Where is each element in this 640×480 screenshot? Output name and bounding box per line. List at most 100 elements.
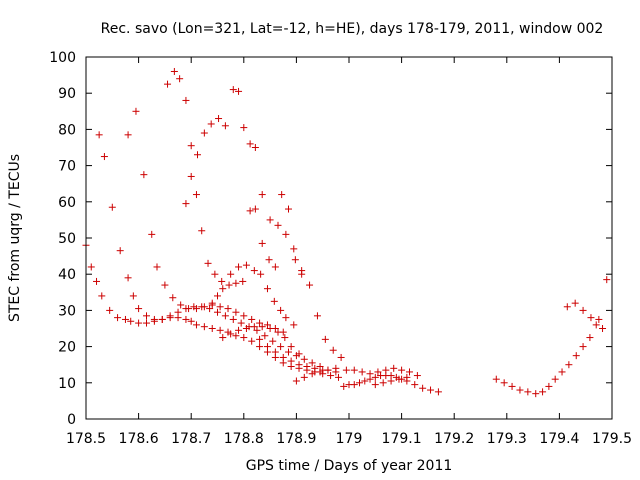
x-axis-label: GPS time / Days of year 2011 <box>246 458 453 474</box>
data-point <box>176 75 184 83</box>
data-point <box>329 346 337 354</box>
data-point <box>135 305 143 313</box>
data-point <box>253 326 261 334</box>
data-point <box>182 200 190 208</box>
data-point <box>300 355 308 363</box>
data-point <box>285 205 293 213</box>
data-point <box>221 122 229 130</box>
data-point <box>256 319 264 327</box>
data-point <box>239 277 247 285</box>
data-point <box>516 386 524 394</box>
y-tick-label: 70 <box>58 159 76 175</box>
data-point <box>248 315 256 323</box>
chart-title: Rec. savo (Lon=321, Lat=-12, h=HE), days… <box>101 21 604 37</box>
data-point <box>398 366 406 374</box>
data-point <box>135 319 143 327</box>
data-point <box>240 124 248 132</box>
data-point <box>132 107 140 115</box>
data-point <box>221 312 229 320</box>
data-point <box>419 384 427 392</box>
x-tick-label: 178.5 <box>66 431 106 447</box>
data-point <box>185 305 193 313</box>
x-tick-label: 179.3 <box>487 431 527 447</box>
data-point <box>142 319 150 327</box>
data-point <box>361 377 369 385</box>
data-point <box>324 366 332 374</box>
data-point <box>242 325 250 332</box>
data-point <box>100 153 108 161</box>
data-point <box>403 373 411 381</box>
data-point <box>240 312 248 320</box>
data-point <box>571 299 579 307</box>
data-point <box>182 96 190 104</box>
data-point <box>225 281 233 289</box>
data-point <box>93 277 101 285</box>
data-point <box>237 319 245 327</box>
data-point <box>405 368 413 376</box>
data-point <box>545 382 553 390</box>
data-point <box>200 129 208 137</box>
data-point <box>216 303 224 311</box>
data-point <box>232 279 240 287</box>
data-point <box>219 285 227 293</box>
data-point <box>240 334 248 342</box>
data-point <box>316 368 324 376</box>
data-point <box>164 80 172 88</box>
data-point <box>311 364 319 372</box>
data-point <box>116 247 124 255</box>
data-point <box>251 205 259 213</box>
data-point <box>308 359 316 367</box>
data-point <box>524 388 532 396</box>
data-point <box>192 305 200 313</box>
data-point <box>142 312 150 320</box>
y-tick-label: 100 <box>49 50 76 66</box>
data-point <box>192 321 200 329</box>
data-point <box>263 321 271 329</box>
data-point <box>257 270 265 278</box>
x-axis-ticks: 178.5 178.6 178.7 178.8 178.9 179 179.1 179.2 17… <box>66 57 632 447</box>
data-point <box>216 326 224 334</box>
x-tick-label: 179.4 <box>539 431 579 447</box>
data-point <box>271 263 279 271</box>
data-point <box>121 315 129 323</box>
data-point <box>232 308 240 316</box>
data-point <box>287 343 295 351</box>
data-point <box>158 315 166 323</box>
data-point <box>572 352 580 360</box>
data-point <box>261 332 269 340</box>
data-point <box>108 203 116 211</box>
data-point <box>558 368 566 376</box>
data-point <box>342 366 350 374</box>
data-point <box>246 140 254 148</box>
x-tick-label: 178.8 <box>224 431 264 447</box>
data-point <box>204 259 212 267</box>
data-point <box>279 353 287 361</box>
y-axis-label: STEC from uqrg / TECUs <box>7 154 23 322</box>
data-point <box>539 388 547 396</box>
plot-frame <box>85 56 613 420</box>
data-point <box>258 191 266 199</box>
data-point <box>413 372 421 380</box>
data-point <box>224 305 232 313</box>
data-point <box>395 375 403 383</box>
y-tick-label: 30 <box>58 303 76 319</box>
data-point <box>95 131 103 139</box>
data-point <box>427 386 435 394</box>
data-point <box>306 281 314 289</box>
data-point <box>411 381 419 389</box>
data-point <box>263 343 271 351</box>
data-point <box>206 305 214 313</box>
data-point <box>434 388 442 396</box>
data-point <box>177 301 185 309</box>
data-point <box>218 277 226 285</box>
data-point <box>366 370 374 378</box>
data-point <box>153 263 161 271</box>
data-point <box>208 299 216 307</box>
y-tick-label: 0 <box>67 412 76 428</box>
data-point <box>250 323 258 331</box>
data-point <box>124 131 132 139</box>
data-point <box>271 348 279 356</box>
data-point <box>371 373 379 381</box>
y-tick-label: 60 <box>58 195 76 211</box>
data-point <box>208 325 216 332</box>
